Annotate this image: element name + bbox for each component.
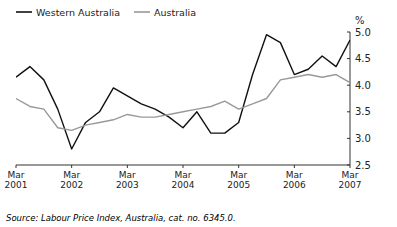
x-tick-label: Mar2007 [339, 170, 362, 190]
x-tick-label: Mar2001 [5, 170, 28, 190]
source-note: Source: Labour Price Index, Australia, c… [6, 213, 236, 223]
y-tick-label: 4.0 [355, 80, 371, 91]
y-tick-label: 3.5 [355, 106, 371, 117]
y-axis-line [350, 32, 351, 165]
x-tick-label: Mar2005 [227, 170, 250, 190]
legend-swatch [16, 11, 32, 13]
y-tick-label: 5.0 [355, 27, 371, 38]
y-tick-label: 2.5 [355, 160, 371, 171]
legend-label: Australia [154, 7, 196, 18]
y-tick-label: 3.0 [355, 133, 371, 144]
x-tick-label: Mar2006 [283, 170, 306, 190]
plot-area [16, 35, 350, 149]
y-tick-label: 4.5 [355, 53, 371, 64]
x-axis-line [16, 165, 350, 166]
y-axis-label: % [355, 15, 365, 26]
x-tick-label: Mar2002 [60, 170, 83, 190]
chart: 2.5 3.0 3.5 4.0 4.5 5.0% Mar2001 Mar2002 Mar2003… [0, 0, 397, 227]
legend-swatch [134, 11, 150, 13]
x-tick-label: Mar2003 [116, 170, 139, 190]
legend: Western Australia Australia [16, 7, 196, 18]
series-line [16, 35, 350, 149]
series-line [16, 75, 350, 131]
x-tick-label: Mar2004 [172, 170, 195, 190]
legend-label: Western Australia [36, 7, 120, 18]
